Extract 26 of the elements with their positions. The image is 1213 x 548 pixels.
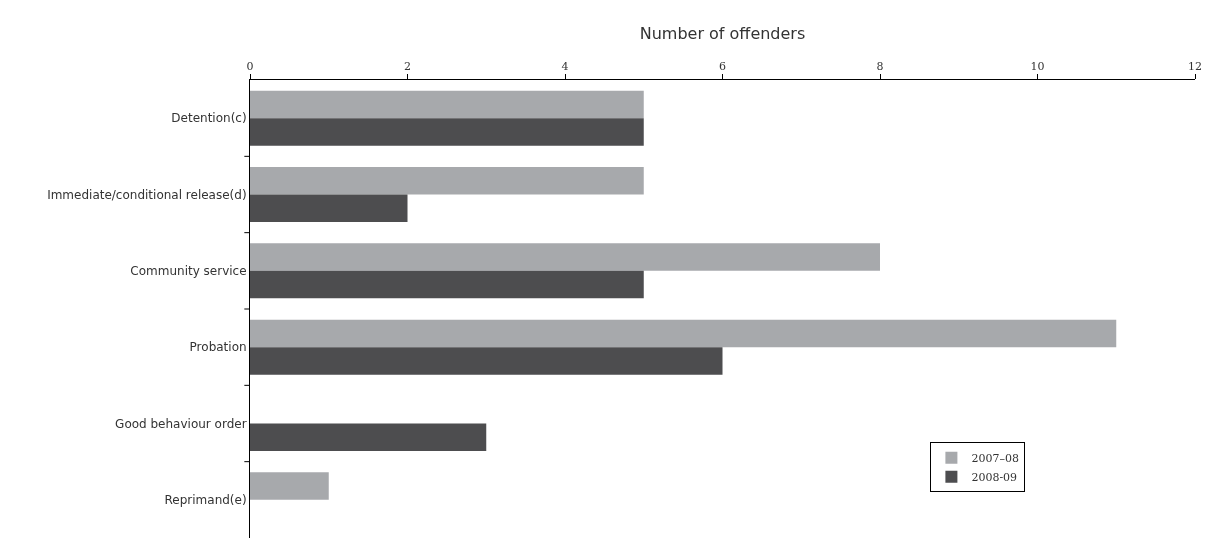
bar: [250, 167, 644, 195]
x-tick-label: 4: [561, 59, 569, 73]
y-tick-label: Detention(c): [171, 111, 247, 126]
bar: [250, 194, 408, 222]
legend-label: 2007–08: [971, 451, 1019, 465]
bar: [250, 270, 644, 299]
bar: [250, 472, 329, 500]
bar: [250, 319, 1117, 348]
x-tick-label: 0: [246, 59, 254, 73]
bar: [250, 347, 723, 375]
y-tick-label: Community service: [130, 264, 247, 279]
bar: [250, 243, 880, 271]
x-axis-title: Number of offenders: [639, 24, 806, 44]
bar: [250, 118, 644, 146]
y-tick-label: Good behaviour order: [115, 416, 247, 431]
x-tick-label: 10: [1030, 59, 1045, 73]
y-tick-label: Immediate/conditional release(d): [47, 187, 247, 202]
x-tick-label: 2: [404, 59, 411, 73]
x-tick-label: 6: [719, 59, 726, 73]
bar: [250, 90, 644, 119]
x-tick-label: 12: [1188, 59, 1202, 73]
legend-label: 2008-09: [971, 470, 1018, 484]
x-tick-label: 8: [876, 59, 884, 73]
bar: [250, 423, 487, 451]
y-tick-label: Probation: [189, 340, 247, 355]
y-tick-label: Reprimand(e): [164, 493, 247, 508]
